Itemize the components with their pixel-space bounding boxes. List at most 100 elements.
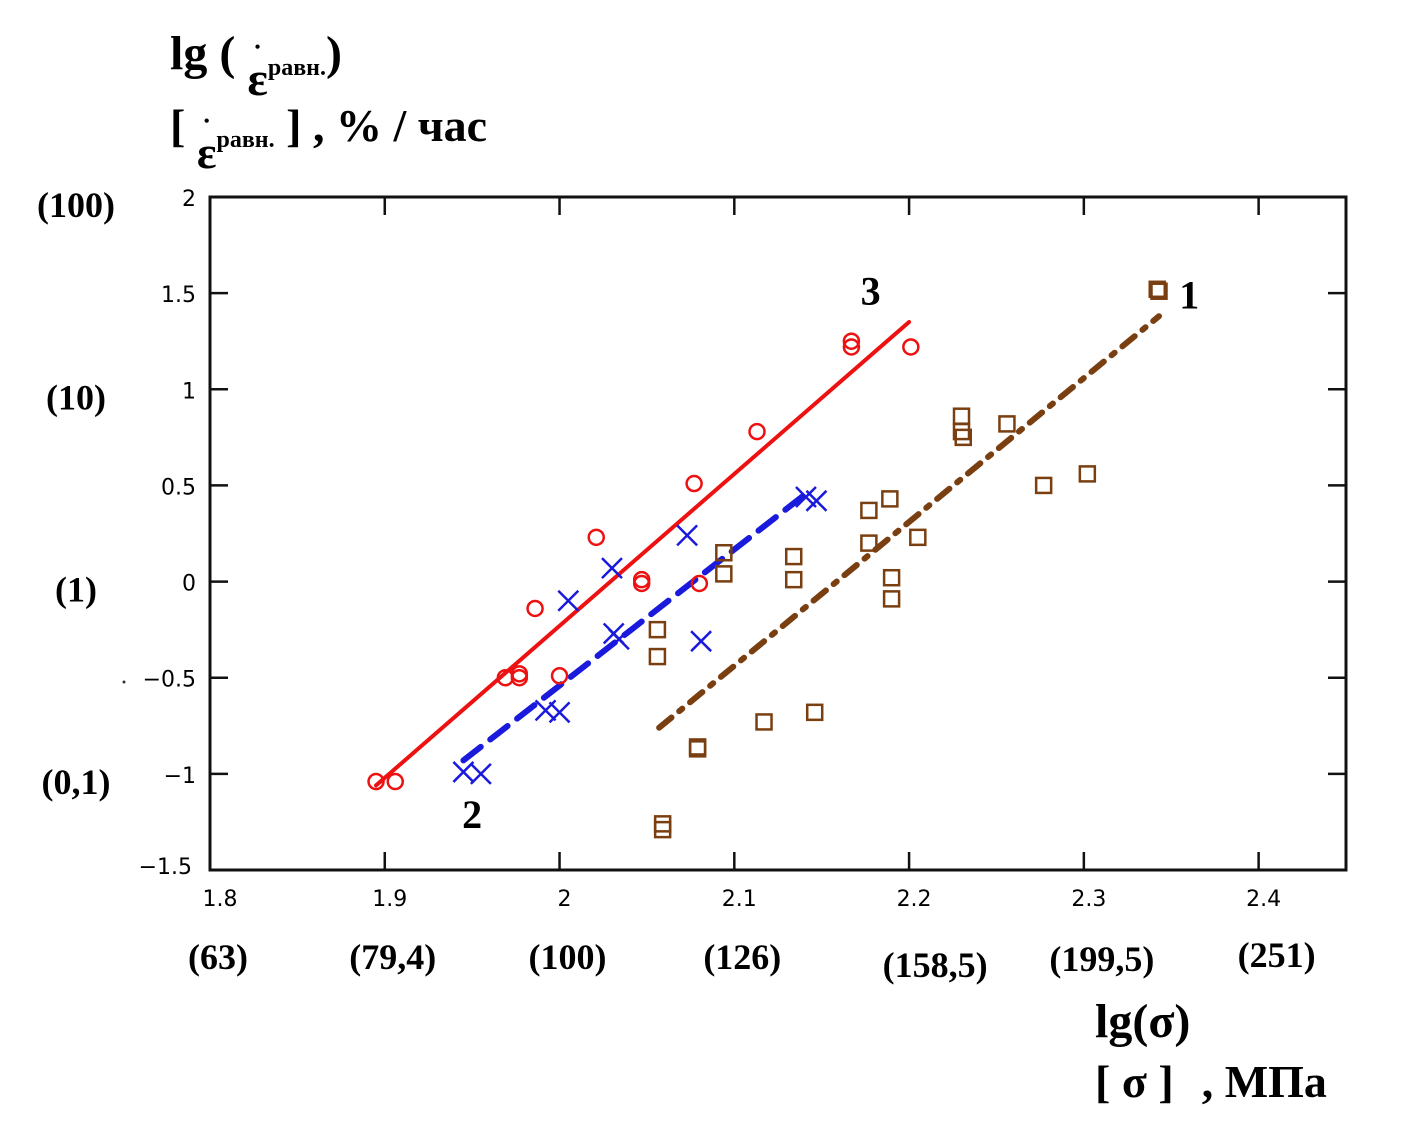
x-marker-series-2 xyxy=(557,589,580,612)
x-marker-series-2 xyxy=(676,524,699,547)
x-tick-label: 1.9 xyxy=(372,887,407,912)
x-alt-label: (79,4) xyxy=(349,937,436,977)
circle-marker-series-3 xyxy=(367,772,385,791)
x-axis-title: lg(σ) [ σ ] , МПа xyxy=(1095,992,1327,1112)
x-marker-stroke xyxy=(676,524,699,547)
square-marker-series-1 xyxy=(784,570,803,589)
circle-marker-series-3 xyxy=(587,528,605,547)
square-marker-series-1 xyxy=(1078,465,1097,483)
x-marker-stroke xyxy=(795,486,817,508)
dot-accent-2: • xyxy=(203,113,210,130)
square-marker-series-1 xyxy=(952,407,971,425)
fit-lines xyxy=(374,313,1162,788)
x-marker-series-2 xyxy=(805,489,828,512)
square-marker-series-1 xyxy=(755,713,773,731)
circle-marker-series-3 xyxy=(685,474,703,493)
y-axis-title-prefix: lg ( xyxy=(170,27,236,80)
x-marker-series-2 xyxy=(601,557,623,579)
y-axis-title-line2: [ • ε равн. ] , % / час xyxy=(170,90,488,176)
square-marker-series-1 xyxy=(954,428,973,447)
fit-line-series-2 xyxy=(460,492,808,764)
x-alt-label: (158,5) xyxy=(883,945,988,985)
x-marker-series-2 xyxy=(548,701,571,724)
bracket-open: [ xyxy=(170,100,186,151)
x-tick-label: 2.3 xyxy=(1071,887,1106,912)
square-marker-series-1 xyxy=(1034,476,1053,495)
y-axis-subscript-2: равн. xyxy=(216,127,275,153)
square-marker-series-1 xyxy=(882,568,901,587)
x-marker-series-2 xyxy=(470,762,492,785)
square-marker-series-1 xyxy=(648,647,667,666)
x-bracket-open: [ xyxy=(1095,1056,1111,1107)
y-tick-label: −0.5 xyxy=(143,668,196,693)
series-label-2: 2 xyxy=(462,792,482,837)
axis-ticks: 1.8 (63) 1.9 (79,4) 2 (100) 2.1 (126) 2.2 (158,5)… xyxy=(37,185,1346,985)
sigma-symbol: σ xyxy=(1121,1056,1147,1107)
square-marker-series-1 xyxy=(860,501,878,520)
square-marker-series-1 xyxy=(952,422,971,441)
x-marker-stroke xyxy=(557,589,580,612)
y-tick-label: 2 xyxy=(182,187,196,212)
x-marker-stroke xyxy=(608,628,630,651)
circle-marker-series-3 xyxy=(842,338,861,356)
x-bracket-close: ] xyxy=(1158,1056,1174,1107)
y-tick-label: −1 xyxy=(164,764,196,789)
circle-marker-series-3 xyxy=(842,332,861,350)
plot-frame xyxy=(208,195,1348,872)
x-marker-series-2 xyxy=(608,628,630,651)
x-marker-stroke xyxy=(452,761,475,783)
x-tick-label: 2 xyxy=(558,887,572,912)
square-marker-series-1 xyxy=(653,820,672,839)
square-marker-series-1 xyxy=(1148,280,1166,299)
x-marker-stroke xyxy=(548,701,571,724)
y-tick-label: 1 xyxy=(182,379,196,404)
bracket-close: ] xyxy=(286,100,302,151)
x-alt-label: (100) xyxy=(529,937,607,977)
y-axis-title: lg ( • ε равн.) [ • ε равн. ] , % / час xyxy=(170,18,488,176)
circle-marker-series-3 xyxy=(902,338,920,356)
x-tick-label: 2.2 xyxy=(897,887,932,912)
epsilon-symbol-2: ε xyxy=(196,127,217,178)
square-marker-series-1 xyxy=(881,490,899,508)
circle-marker-series-3 xyxy=(386,772,405,791)
circle-marker-series-3 xyxy=(690,574,709,593)
x-axis-title-line1: lg(σ) xyxy=(1095,995,1191,1048)
series-labels: 1 2 3 xyxy=(462,269,1199,837)
circle-marker-series-3 xyxy=(632,574,651,593)
x-marker-stroke xyxy=(690,630,712,653)
circle-marker-series-3 xyxy=(550,667,569,685)
square-marker-series-1 xyxy=(715,543,733,562)
square-marker-series-1 xyxy=(909,528,927,547)
y-axis-unit: , % / час xyxy=(312,100,488,151)
series-label-1: 1 xyxy=(1179,273,1199,318)
x-alt-label: (199,5) xyxy=(1049,939,1154,979)
x-marker-stroke xyxy=(805,489,828,512)
x-axis-unit: , МПа xyxy=(1201,1056,1327,1107)
square-marker-series-1 xyxy=(1150,282,1168,300)
fit-line-series-1 xyxy=(656,313,1162,731)
data-markers xyxy=(367,280,1168,839)
x-alt-label: (251) xyxy=(1238,935,1316,975)
y-tick-label: 1.5 xyxy=(161,283,196,308)
x-alt-label: (63) xyxy=(188,937,248,977)
x-axis-title-line2: [ σ ] , МПа xyxy=(1095,1052,1327,1112)
square-marker-series-1 xyxy=(715,565,733,583)
y-alt-label: (1) xyxy=(55,570,97,610)
dot-accent: • xyxy=(254,39,261,56)
x-alt-label: (126) xyxy=(703,937,781,977)
circle-marker-series-3 xyxy=(510,668,529,687)
plot-border xyxy=(208,195,1348,872)
x-tick-label: 2.1 xyxy=(722,887,757,912)
x-tick-label: 2.4 xyxy=(1246,887,1281,912)
square-marker-series-1 xyxy=(805,703,824,722)
x-marker-series-2 xyxy=(690,630,712,653)
x-marker-series-2 xyxy=(452,761,475,783)
circle-marker-series-3 xyxy=(526,599,544,618)
x-marker-series-2 xyxy=(534,699,557,722)
epsilon-symbol: ε xyxy=(247,53,268,106)
x-marker-stroke xyxy=(470,762,492,785)
square-marker-series-1 xyxy=(653,815,672,833)
y-alt-label: (10) xyxy=(46,377,106,417)
square-marker-series-1 xyxy=(688,740,707,758)
